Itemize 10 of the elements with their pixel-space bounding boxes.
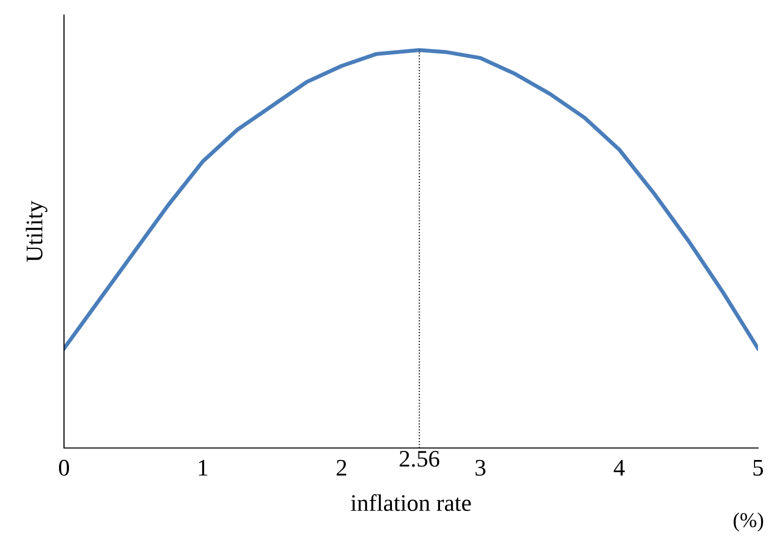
x-axis-title: inflation rate	[350, 494, 471, 512]
x-tick-label: 1	[198, 460, 208, 476]
text: (%)	[734, 512, 764, 532]
x-tick-label: 3	[476, 460, 486, 476]
x-tick-label: 2	[336, 460, 346, 476]
x-tick-label: 4	[614, 460, 625, 476]
y-axis-title: Utility	[26, 200, 48, 262]
x-tick-label: 5	[753, 460, 763, 476]
ref-line-label: 2.56	[400, 450, 440, 467]
x-tick-label: 0	[58, 460, 70, 476]
